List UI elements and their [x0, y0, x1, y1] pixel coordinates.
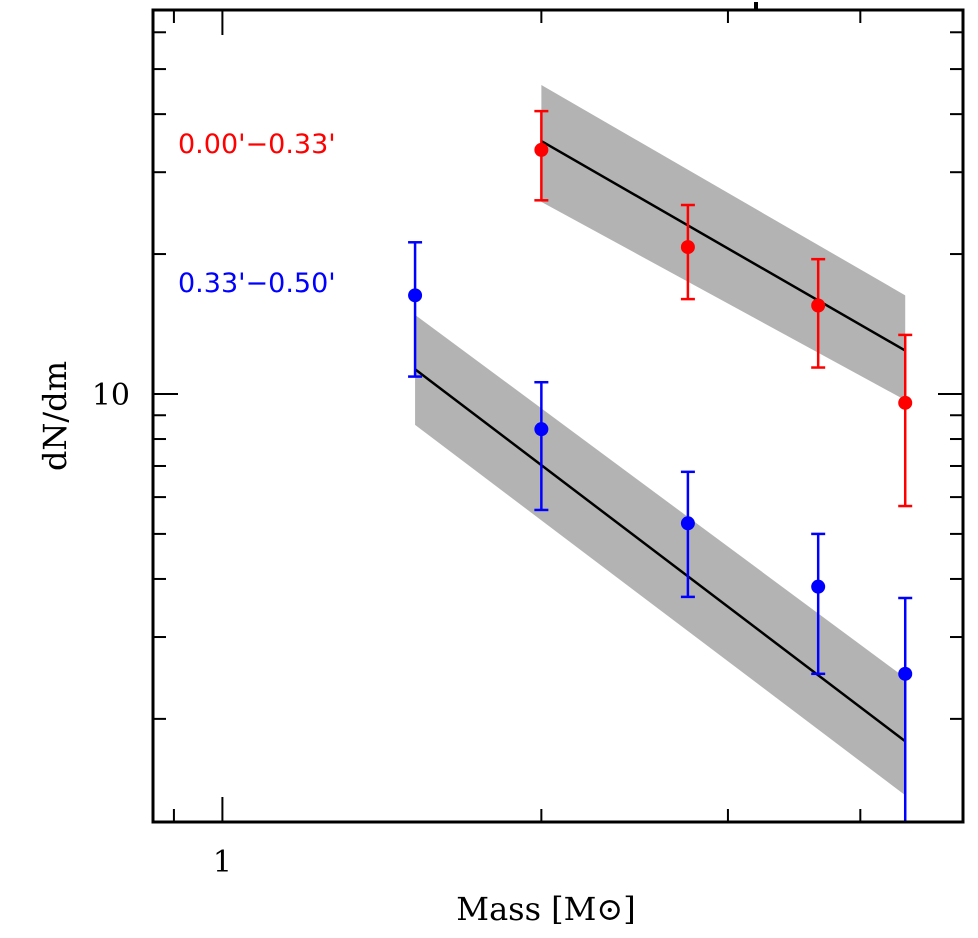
- data-point-1-1: [534, 422, 549, 437]
- fit-bands: [415, 85, 906, 796]
- plot-frame: [151, 8, 965, 824]
- y-axis-label: dN/dm: [36, 361, 74, 471]
- data-point-1-2: [680, 516, 695, 531]
- data-point-0-3: [898, 395, 913, 410]
- axis-ticks: [153, 10, 963, 822]
- legend-label-inner: 0.00'−0.33': [178, 129, 336, 160]
- confidence-band-0: [541, 85, 906, 401]
- data-point-0-0: [534, 142, 549, 157]
- legend-label-outer: 0.33'−0.50': [178, 268, 336, 299]
- tick-labels: 1 10: [92, 378, 232, 880]
- data-points: [408, 109, 913, 822]
- data-point-1-0: [408, 288, 423, 303]
- data-point-1-3: [811, 579, 826, 594]
- data-point-1-4: [898, 666, 913, 681]
- fit-line-0: [540, 140, 906, 352]
- x-axis-label: Mass [M⊙]: [456, 890, 635, 928]
- y-tick-label: 10: [92, 378, 130, 413]
- fit-lines: [414, 140, 906, 743]
- data-point-0-2: [811, 298, 826, 313]
- x-tick-label: 1: [213, 845, 232, 880]
- clipped-title-fragment: [754, 2, 758, 10]
- fit-line-1: [414, 368, 906, 743]
- data-point-0-1: [680, 240, 695, 255]
